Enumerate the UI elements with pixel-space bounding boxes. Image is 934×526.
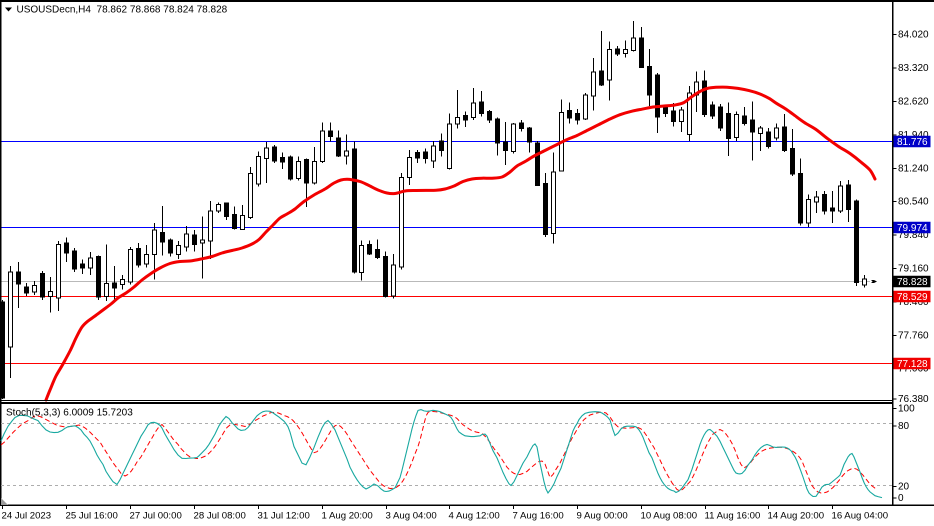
svg-text:79.974: 79.974 (897, 223, 928, 234)
svg-text:14 Aug 20:00: 14 Aug 20:00 (768, 511, 825, 522)
svg-text:77.128: 77.128 (897, 359, 928, 370)
svg-text:81.776: 81.776 (897, 137, 928, 148)
svg-text:83.320: 83.320 (898, 63, 929, 74)
svg-text:9 Aug 00:00: 9 Aug 00:00 (577, 511, 628, 522)
svg-text:84.020: 84.020 (898, 30, 929, 41)
svg-text:28 Jul 08:00: 28 Jul 08:00 (194, 511, 246, 522)
svg-text:78.529: 78.529 (897, 292, 928, 303)
svg-text:100: 100 (898, 404, 915, 415)
svg-text:81.940: 81.940 (898, 130, 929, 141)
svg-text:Stoch(5,3,3) 6.0009 15.7203: Stoch(5,3,3) 6.0009 15.7203 (6, 408, 133, 419)
svg-text:0: 0 (898, 493, 904, 504)
svg-text:79.840: 79.840 (898, 230, 929, 241)
svg-text:78.828: 78.828 (897, 277, 928, 288)
svg-text:1 Aug 20:00: 1 Aug 20:00 (322, 511, 373, 522)
svg-text:82.620: 82.620 (898, 97, 929, 108)
svg-text:81.240: 81.240 (898, 163, 929, 174)
svg-text:10 Aug 08:00: 10 Aug 08:00 (641, 511, 698, 522)
svg-text:78.460: 78.460 (898, 297, 929, 308)
svg-text:4 Aug 12:00: 4 Aug 12:00 (449, 511, 500, 522)
svg-text:77.760: 77.760 (898, 330, 929, 341)
svg-text:3 Aug 04:00: 3 Aug 04:00 (386, 511, 437, 522)
svg-text:31 Jul 12:00: 31 Jul 12:00 (258, 511, 310, 522)
svg-text:76.380: 76.380 (898, 394, 929, 405)
svg-text:20: 20 (898, 482, 910, 493)
svg-text:11 Aug 16:00: 11 Aug 16:00 (705, 511, 761, 522)
svg-text:16 Aug 04:00: 16 Aug 04:00 (832, 511, 889, 522)
svg-text:7 Aug 16:00: 7 Aug 16:00 (513, 511, 564, 522)
svg-text:80.540: 80.540 (898, 197, 929, 208)
svg-text:24 Jul 2023: 24 Jul 2023 (2, 511, 52, 522)
svg-text:27 Jul 00:00: 27 Jul 00:00 (130, 511, 182, 522)
svg-text:25 Jul 16:00: 25 Jul 16:00 (66, 511, 118, 522)
svg-text:USOUSDecn,H4 78.862 78.868 78: USOUSDecn,H4 78.862 78.868 78.824 78.828 (17, 5, 228, 16)
svg-text:80: 80 (898, 421, 910, 432)
svg-text:79.160: 79.160 (898, 264, 929, 275)
